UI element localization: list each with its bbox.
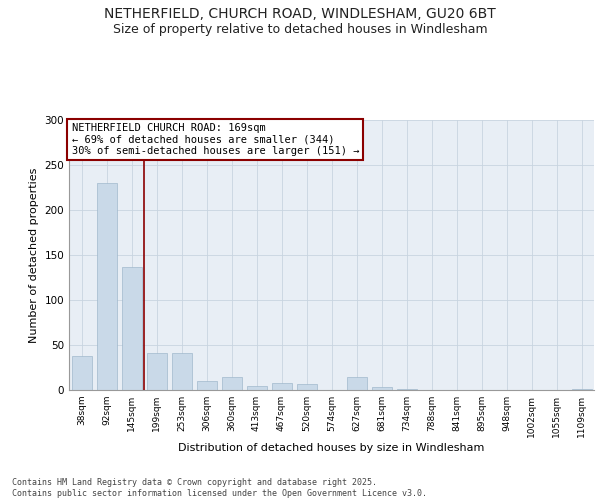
Bar — [71, 356, 91, 390]
Bar — [397, 389, 416, 390]
Bar — [121, 266, 142, 390]
Text: Size of property relative to detached houses in Windlesham: Size of property relative to detached ho… — [113, 22, 487, 36]
Bar — [271, 383, 292, 390]
Y-axis label: Number of detached properties: Number of detached properties — [29, 168, 39, 342]
Bar — [247, 386, 266, 390]
Bar — [571, 389, 592, 390]
Bar — [172, 353, 191, 390]
Bar — [371, 388, 392, 390]
Text: NETHERFIELD, CHURCH ROAD, WINDLESHAM, GU20 6BT: NETHERFIELD, CHURCH ROAD, WINDLESHAM, GU… — [104, 8, 496, 22]
Bar — [146, 353, 167, 390]
X-axis label: Distribution of detached houses by size in Windlesham: Distribution of detached houses by size … — [178, 442, 485, 452]
Bar — [197, 381, 217, 390]
Text: NETHERFIELD CHURCH ROAD: 169sqm
← 69% of detached houses are smaller (344)
30% o: NETHERFIELD CHURCH ROAD: 169sqm ← 69% of… — [71, 122, 359, 156]
Bar — [221, 376, 241, 390]
Bar — [296, 384, 317, 390]
Bar — [347, 376, 367, 390]
Text: Contains HM Land Registry data © Crown copyright and database right 2025.
Contai: Contains HM Land Registry data © Crown c… — [12, 478, 427, 498]
Bar — [97, 183, 116, 390]
